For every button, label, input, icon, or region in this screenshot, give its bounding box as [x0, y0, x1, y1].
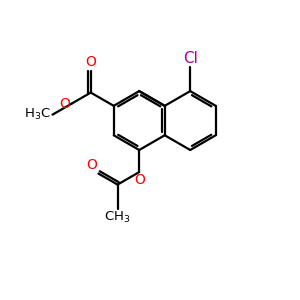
Text: O: O [134, 173, 145, 187]
Text: H$_3$C: H$_3$C [24, 107, 51, 122]
Text: CH$_3$: CH$_3$ [104, 210, 131, 225]
Text: O: O [59, 97, 70, 111]
Text: O: O [85, 55, 96, 69]
Text: Cl: Cl [183, 51, 198, 66]
Text: O: O [86, 158, 97, 172]
